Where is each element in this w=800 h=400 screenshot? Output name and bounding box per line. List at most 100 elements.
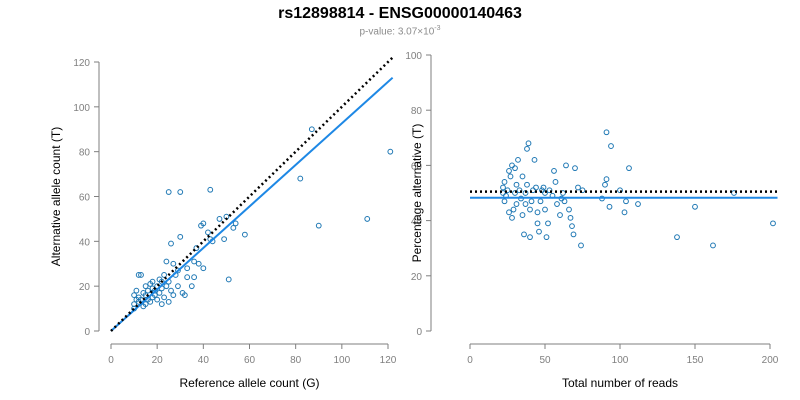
data-point bbox=[512, 165, 518, 172]
data-point bbox=[770, 220, 776, 227]
subtitle-text: p-value: 3.07×10 bbox=[359, 26, 435, 38]
data-point bbox=[674, 234, 680, 241]
fit-line bbox=[110, 76, 394, 332]
data-point bbox=[603, 176, 610, 183]
x-axis-label: Total number of reads bbox=[562, 376, 678, 390]
y-tick-label: 80 bbox=[79, 148, 91, 159]
data-point bbox=[297, 175, 304, 182]
data-point bbox=[509, 214, 515, 221]
data-point bbox=[623, 198, 629, 205]
data-point bbox=[170, 292, 177, 299]
y-tick-label: 60 bbox=[79, 193, 91, 204]
data-point bbox=[191, 274, 198, 281]
data-point bbox=[170, 260, 177, 267]
data-point bbox=[230, 224, 237, 231]
data-point bbox=[221, 236, 228, 242]
data-point bbox=[184, 265, 191, 272]
data-point bbox=[207, 186, 214, 193]
data-point bbox=[608, 143, 614, 149]
data-point bbox=[387, 148, 394, 155]
data-point bbox=[536, 228, 542, 235]
reference-line bbox=[110, 56, 394, 332]
data-point bbox=[635, 201, 641, 207]
data-point bbox=[602, 181, 608, 188]
x-tick-label: 150 bbox=[687, 355, 704, 366]
data-point bbox=[184, 274, 191, 281]
data-point bbox=[509, 162, 515, 169]
x-axis-label: Reference allele count (G) bbox=[179, 376, 319, 390]
data-point bbox=[534, 220, 541, 227]
data-point bbox=[156, 289, 163, 296]
data-point bbox=[545, 220, 551, 227]
data-point bbox=[710, 242, 716, 249]
y-tick-label: 100 bbox=[73, 103, 90, 114]
data-point bbox=[563, 162, 569, 169]
y-tick-label: 0 bbox=[84, 327, 90, 338]
data-point bbox=[560, 190, 566, 196]
data-point bbox=[135, 272, 142, 278]
page-subtitle: p-value: 3.07×10-3 bbox=[0, 25, 800, 37]
data-point bbox=[142, 301, 149, 308]
data-point bbox=[232, 220, 239, 227]
data-point bbox=[225, 276, 232, 283]
x-tick-label: 80 bbox=[290, 355, 302, 366]
data-point bbox=[543, 234, 550, 241]
y-axis-label: Percentage alternative (T) bbox=[410, 124, 424, 263]
page-title: rs12898814 - ENSG00000140463 bbox=[278, 5, 522, 22]
data-point bbox=[731, 190, 737, 196]
x-tick-label: 120 bbox=[380, 355, 397, 366]
y-tick-label: 120 bbox=[73, 58, 90, 69]
data-point bbox=[524, 145, 530, 152]
data-point bbox=[195, 260, 202, 267]
data-point bbox=[168, 287, 174, 294]
data-point bbox=[521, 231, 527, 238]
data-point bbox=[308, 126, 315, 133]
x-tick-label: 20 bbox=[152, 355, 164, 366]
data-point bbox=[188, 283, 195, 290]
data-point bbox=[506, 168, 512, 174]
data-point bbox=[510, 206, 517, 213]
data-point bbox=[551, 168, 557, 174]
data-point bbox=[241, 231, 248, 238]
x-tick-label: 100 bbox=[612, 355, 629, 366]
data-point bbox=[603, 129, 610, 136]
data-point bbox=[138, 272, 144, 278]
data-point bbox=[177, 233, 184, 240]
y-axis-label: Alternative allele count (T) bbox=[49, 127, 63, 266]
y-tick-label: 100 bbox=[405, 51, 422, 62]
x-tick-label: 200 bbox=[762, 355, 779, 366]
data-point bbox=[546, 187, 553, 194]
data-point bbox=[692, 203, 698, 210]
data-point bbox=[513, 181, 520, 188]
data-point bbox=[145, 287, 151, 294]
data-point bbox=[158, 301, 165, 308]
data-point bbox=[540, 184, 547, 191]
data-point bbox=[566, 206, 572, 213]
data-point bbox=[516, 187, 523, 194]
data-point bbox=[500, 184, 506, 191]
y-tick-label: 80 bbox=[411, 106, 423, 117]
data-point bbox=[175, 267, 181, 274]
data-point bbox=[200, 265, 207, 272]
data-point bbox=[621, 209, 628, 216]
y-tick-label: 20 bbox=[79, 282, 91, 293]
data-point bbox=[513, 201, 520, 207]
data-point bbox=[522, 201, 529, 207]
data-point bbox=[531, 156, 538, 163]
data-point bbox=[572, 165, 578, 172]
data-point bbox=[161, 272, 167, 278]
data-point bbox=[154, 296, 161, 303]
data-point bbox=[527, 234, 533, 241]
data-point bbox=[504, 187, 511, 194]
data-point bbox=[542, 206, 548, 213]
data-point bbox=[570, 231, 577, 238]
data-point bbox=[142, 283, 149, 290]
x-tick-label: 100 bbox=[333, 355, 350, 366]
data-point bbox=[533, 184, 539, 191]
data-point bbox=[519, 212, 526, 218]
data-point bbox=[525, 140, 532, 147]
data-point bbox=[131, 301, 137, 308]
allele-count-scatter-plot: 0 20 40 60 80 100 120 0 20 40 60 80 100 120 Reference … bbox=[49, 56, 397, 390]
y-tick-label: 40 bbox=[411, 217, 423, 228]
